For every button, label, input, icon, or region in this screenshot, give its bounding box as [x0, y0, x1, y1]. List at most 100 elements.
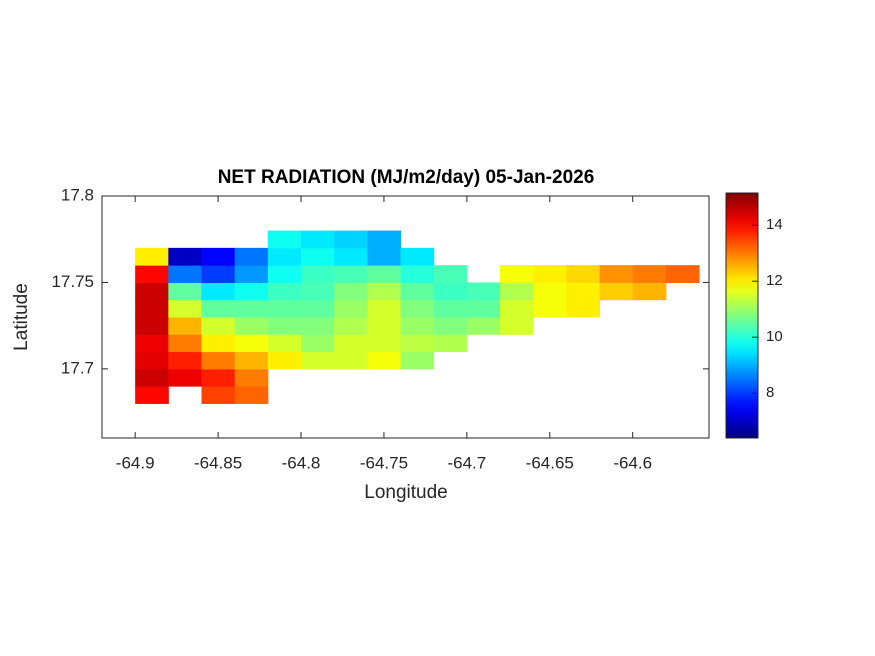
heat-cell	[234, 368, 269, 387]
colorbar-tick-label: 8	[766, 384, 774, 401]
heat-cell	[135, 299, 169, 318]
colorbar	[726, 193, 758, 438]
heat-cell	[334, 299, 368, 318]
x-tick-label: -64.9	[116, 453, 155, 472]
heat-cell	[135, 368, 169, 387]
heat-cell	[267, 247, 302, 266]
heat-cell	[400, 265, 435, 283]
heat-cell	[367, 247, 402, 266]
x-tick-label: -64.6	[613, 453, 652, 472]
heat-cell	[168, 299, 203, 318]
heat-cell	[267, 265, 302, 283]
heat-cell	[267, 282, 302, 301]
heat-cell	[400, 247, 435, 266]
heat-cell	[367, 334, 402, 353]
heat-cell	[334, 351, 368, 370]
heat-cell	[234, 334, 269, 353]
heat-cell	[234, 247, 269, 266]
heat-cell	[201, 317, 236, 335]
heat-cell	[400, 317, 435, 335]
heat-cell	[367, 282, 402, 301]
heat-cell	[267, 351, 302, 370]
heat-cell	[135, 351, 169, 370]
heat-cell	[367, 317, 402, 335]
colorbar-tick-label: 14	[766, 216, 783, 233]
heat-cell	[135, 386, 169, 404]
y-tick-label: 17.7	[61, 358, 94, 377]
heat-cell	[400, 282, 435, 301]
x-tick-label: -64.65	[526, 453, 574, 472]
heat-cell	[533, 299, 567, 318]
heat-cell	[433, 334, 468, 353]
heat-cell	[466, 282, 501, 301]
heat-cell	[301, 282, 335, 301]
y-axis-label: Latitude	[11, 283, 32, 351]
axes-box	[101, 195, 710, 439]
x-axis-label: Longitude	[364, 482, 447, 503]
heat-cell	[234, 282, 269, 301]
heat-cell	[433, 317, 468, 335]
heat-cell	[632, 282, 667, 301]
heat-cell	[367, 351, 402, 370]
heat-cell	[334, 334, 368, 353]
heat-cell	[533, 282, 567, 301]
heat-cell	[334, 230, 368, 249]
colorbar-box	[725, 192, 759, 439]
heat-cell	[500, 317, 534, 335]
chart-title: NET RADIATION (MJ/m2/day) 05-Jan-2026	[218, 167, 595, 188]
heatmap-cells	[135, 230, 700, 404]
x-tick-label: -64.85	[194, 453, 242, 472]
heat-cell	[135, 247, 169, 266]
heat-cell	[367, 265, 402, 283]
heat-cell	[135, 334, 169, 353]
heat-cell	[201, 368, 236, 387]
heat-cell	[234, 265, 269, 283]
heat-cell	[599, 282, 634, 301]
heat-cell	[400, 351, 435, 370]
heat-cell	[500, 265, 534, 283]
heat-cell	[135, 282, 169, 301]
heat-cell	[301, 351, 335, 370]
y-tick-label: 17.8	[61, 185, 94, 204]
heat-cell	[533, 265, 567, 283]
x-tick-label: -64.7	[447, 453, 486, 472]
heat-cell	[566, 265, 601, 283]
heat-cell	[201, 265, 236, 283]
heat-cell	[334, 247, 368, 266]
heat-cell	[201, 334, 236, 353]
heat-cell	[367, 299, 402, 318]
heat-cell	[301, 265, 335, 283]
heat-cell	[334, 282, 368, 301]
heat-cell	[466, 299, 501, 318]
heat-cell	[566, 299, 601, 318]
heat-cell	[168, 282, 203, 301]
heat-cell	[168, 368, 203, 387]
heat-cell	[301, 317, 335, 335]
heat-cell	[168, 351, 203, 370]
heat-cell	[301, 247, 335, 266]
heat-cell	[267, 334, 302, 353]
heat-cell	[334, 265, 368, 283]
heat-cell	[267, 317, 302, 335]
heat-cell	[201, 299, 236, 318]
heat-cell	[433, 299, 468, 318]
heat-cell	[135, 265, 169, 283]
heat-cell	[466, 317, 501, 335]
heat-cell	[433, 265, 468, 283]
heat-cell	[599, 265, 634, 283]
heat-cell	[400, 334, 435, 353]
heat-cell	[234, 386, 269, 404]
heat-cell	[234, 317, 269, 335]
heat-cell	[267, 299, 302, 318]
heat-cell	[234, 351, 269, 370]
heat-cell	[201, 386, 236, 404]
heat-cell	[665, 265, 700, 283]
heat-cell	[267, 230, 302, 249]
heat-cell	[500, 299, 534, 318]
heat-cell	[400, 299, 435, 318]
heat-cell	[367, 230, 402, 249]
heat-cell	[168, 265, 203, 283]
heat-cell	[301, 334, 335, 353]
x-tick-label: -64.75	[360, 453, 408, 472]
